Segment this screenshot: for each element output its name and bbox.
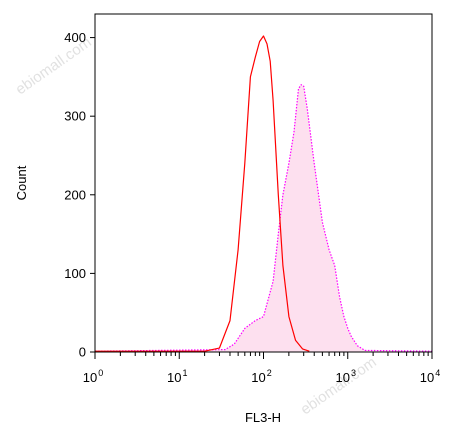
y-axis-label: Count bbox=[14, 165, 29, 200]
y-tick-label: 100 bbox=[64, 266, 86, 281]
y-tick-label: 300 bbox=[64, 109, 86, 124]
x-axis-label: FL3-H bbox=[245, 410, 281, 425]
y-tick-label: 0 bbox=[79, 345, 86, 360]
x-tick-label: 100 bbox=[83, 368, 103, 385]
x-axis: 100 101 102 103 104 bbox=[83, 352, 440, 385]
x-tick-label: 102 bbox=[251, 368, 271, 385]
series-1-line bbox=[95, 35, 310, 352]
series-2-line bbox=[94, 84, 433, 352]
series-layer bbox=[94, 35, 433, 352]
x-tick-label: 101 bbox=[167, 368, 187, 385]
x-tick-label: 104 bbox=[420, 368, 440, 385]
y-axis: 0 100 200 300 400 bbox=[64, 30, 95, 360]
x-tick-label: 103 bbox=[336, 368, 356, 385]
y-tick-label: 200 bbox=[64, 187, 86, 202]
y-tick-label: 400 bbox=[64, 30, 86, 45]
